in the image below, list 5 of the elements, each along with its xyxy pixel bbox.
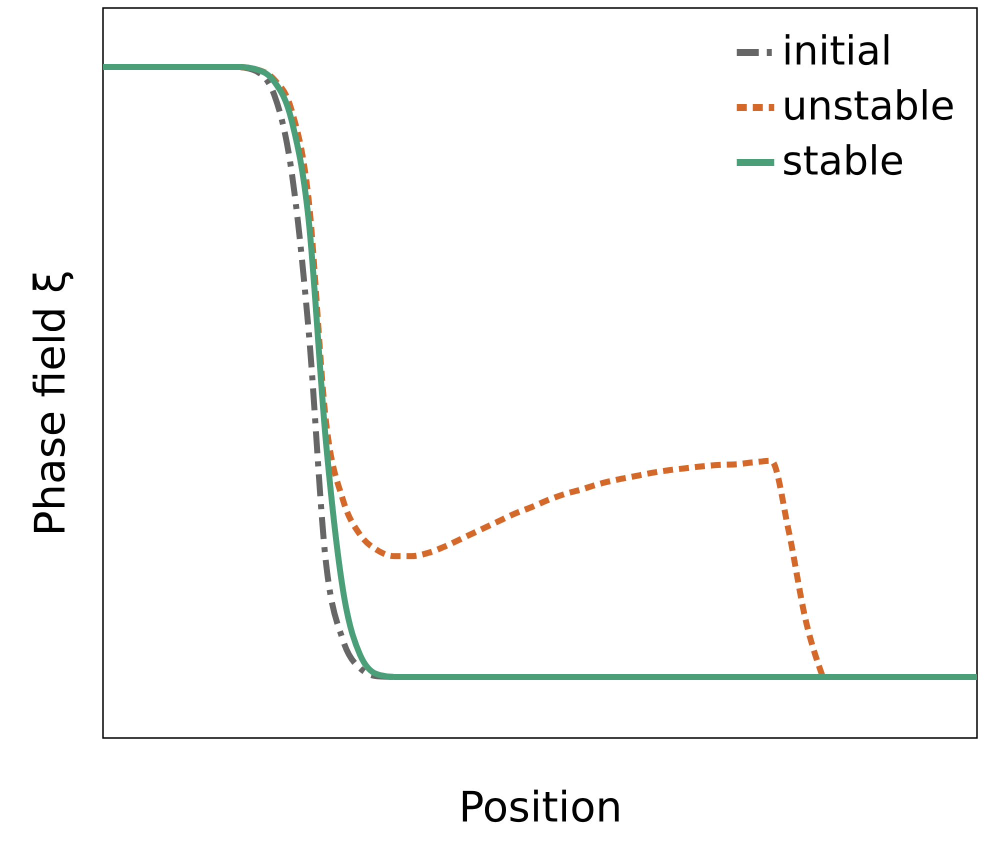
legend-label: stable — [782, 138, 904, 184]
legend-label: unstable — [782, 84, 955, 130]
y-axis-title: Phase field ξ — [26, 270, 74, 536]
legend-label: initial — [782, 28, 892, 74]
x-axis-title: Position — [458, 782, 622, 832]
